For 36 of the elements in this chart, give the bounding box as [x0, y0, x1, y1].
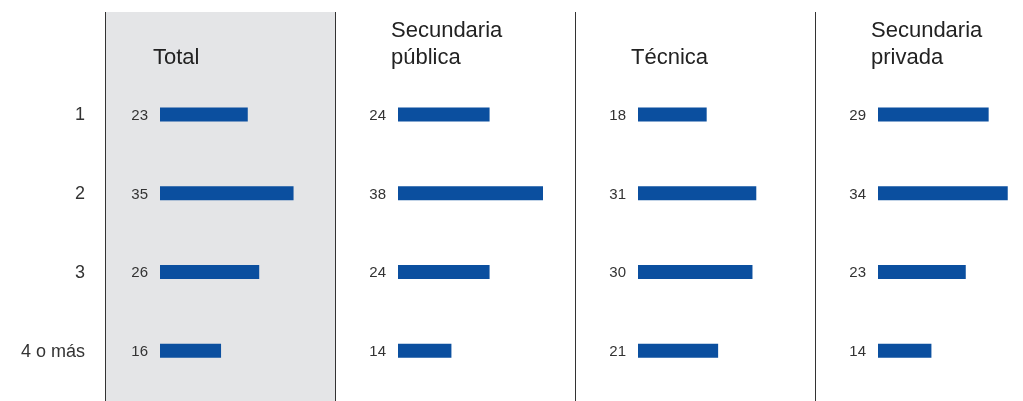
data-label: 24: [369, 105, 386, 123]
data-label: 26: [131, 263, 148, 281]
bar: [878, 343, 932, 358]
y-tick-label: 4 o más: [20, 340, 85, 361]
bar: [878, 186, 1008, 201]
y-tick-label: 3: [74, 261, 85, 282]
data-label: 35: [131, 184, 148, 202]
bar: [638, 264, 753, 279]
data-label: 29: [849, 105, 866, 123]
data-label: 24: [369, 263, 386, 281]
bar: [638, 186, 757, 201]
chart-title: Secundaria pública: [391, 17, 509, 69]
bar: [160, 343, 222, 358]
bar: [878, 264, 966, 279]
data-label: 21: [609, 342, 626, 360]
data-label: 14: [369, 342, 386, 360]
data-label: 34: [849, 184, 866, 202]
chart-title: Técnica: [631, 44, 709, 69]
data-label: 16: [131, 342, 148, 360]
bar: [638, 343, 719, 358]
bar: [160, 107, 248, 122]
data-label: 30: [609, 263, 626, 281]
data-label: 14: [849, 342, 866, 360]
data-label: 23: [131, 105, 148, 123]
data-label: 38: [369, 184, 386, 202]
chart-title: Secundaria privada: [871, 17, 989, 69]
y-tick-label: 2: [74, 183, 85, 204]
bar: [160, 264, 260, 279]
data-label: 18: [609, 105, 626, 123]
bar: [878, 107, 989, 122]
bar: [160, 186, 294, 201]
data-label: 31: [609, 184, 626, 202]
y-tick-label: 1: [74, 104, 85, 125]
chart-title: Total: [153, 44, 200, 69]
data-label: 23: [849, 263, 866, 281]
bar: [638, 107, 707, 122]
